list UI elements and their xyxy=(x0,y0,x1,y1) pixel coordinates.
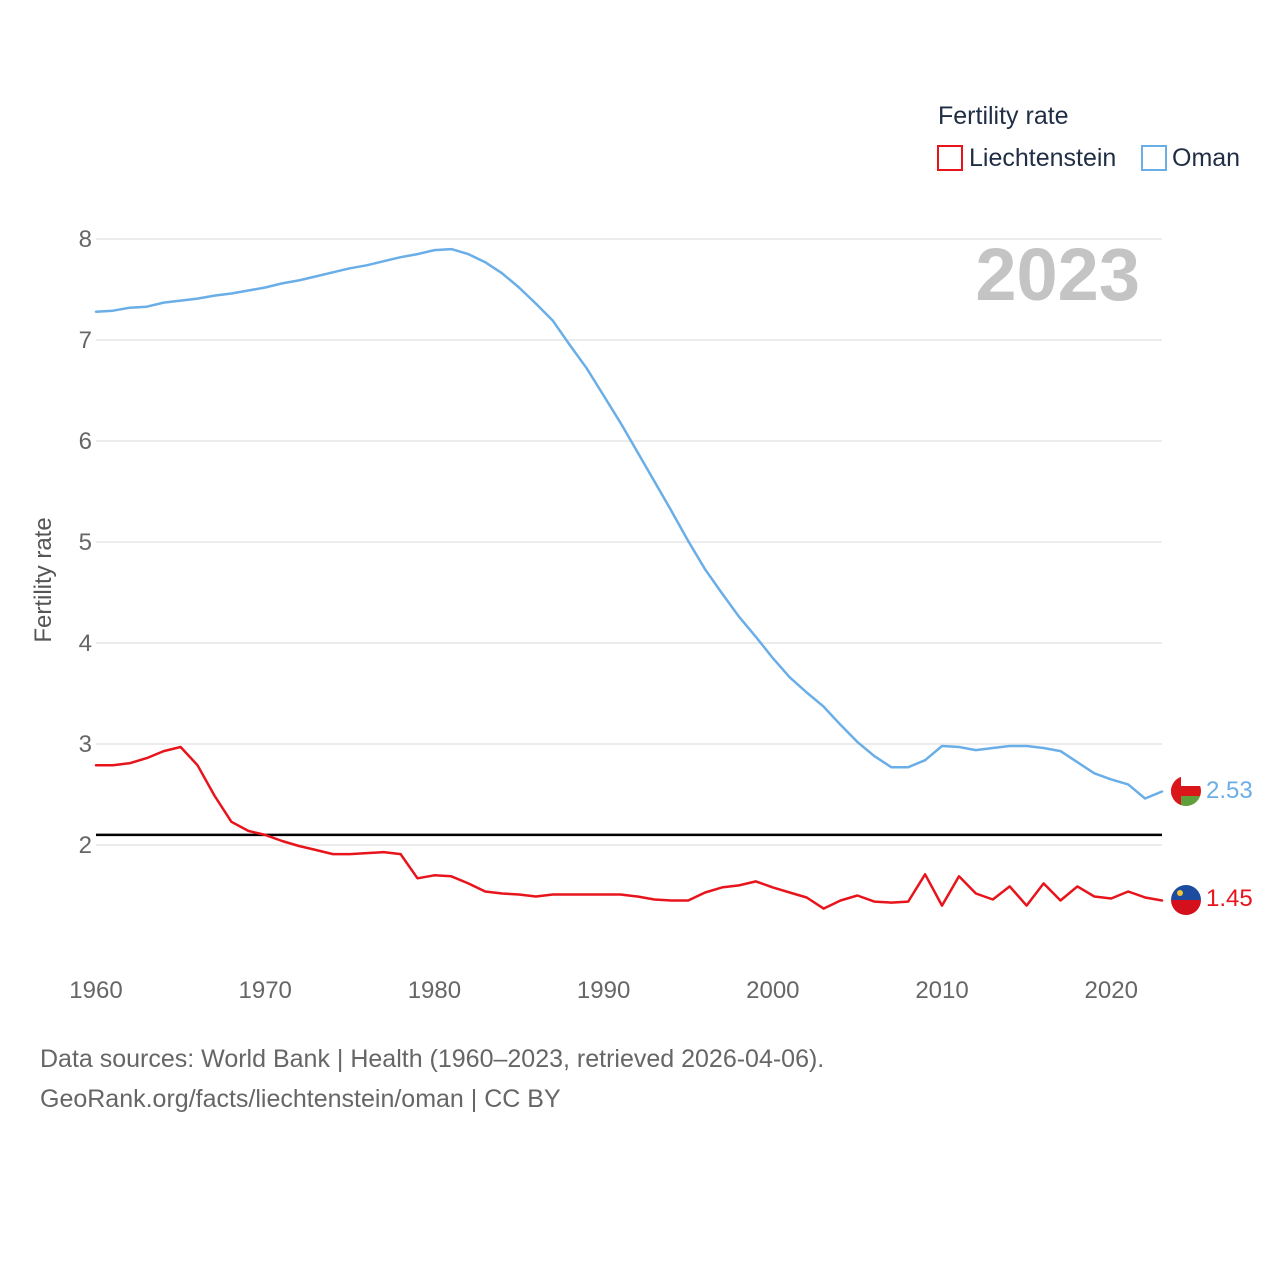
oman-flag-icon xyxy=(1171,776,1201,806)
y-axis-ticks: 2 3 4 5 6 7 8 xyxy=(79,226,92,859)
gridlines xyxy=(96,238,1162,846)
y-tick-label-2: 2 xyxy=(79,832,92,859)
series-line-liechtenstein xyxy=(94,745,1164,910)
legend-label-oman[interactable]: Oman xyxy=(1172,144,1240,172)
legend-swatch-oman[interactable] xyxy=(1141,145,1167,171)
legend: Fertility rate Liechtenstein Oman xyxy=(937,102,1240,172)
x-tick-label-2000: 2000 xyxy=(746,977,799,1004)
y-tick-label-3: 3 xyxy=(79,731,92,758)
x-axis-ticks: 1960 1970 1980 1990 2000 2010 2020 xyxy=(69,977,1138,1004)
oman-end-marker: 2.53 xyxy=(1171,776,1253,806)
source-line-1: Data sources: World Bank | Health (1960–… xyxy=(40,1045,825,1073)
series-lines xyxy=(94,247,1164,910)
legend-label-liechtenstein[interactable]: Liechtenstein xyxy=(969,144,1116,172)
x-tick-label-2020: 2020 xyxy=(1085,977,1138,1004)
y-tick-label-7: 7 xyxy=(79,327,92,354)
y-tick-label-4: 4 xyxy=(79,630,92,657)
x-tick-label-1980: 1980 xyxy=(408,977,461,1004)
y-tick-label-5: 5 xyxy=(79,529,92,556)
liechtenstein-flag-icon xyxy=(1171,885,1201,915)
x-tick-label-2010: 2010 xyxy=(915,977,968,1004)
y-tick-label-6: 6 xyxy=(79,428,92,455)
y-axis-title: Fertility rate xyxy=(30,517,57,642)
x-tick-label-1960: 1960 xyxy=(69,977,122,1004)
oman-end-value: 2.53 xyxy=(1206,777,1253,804)
liechtenstein-end-marker: 1.45 xyxy=(1171,885,1253,915)
year-display: 2023 xyxy=(975,233,1140,316)
legend-swatch-liechtenstein[interactable] xyxy=(937,145,963,171)
y-tick-label-8: 8 xyxy=(79,226,92,253)
liechtenstein-end-value: 1.45 xyxy=(1206,885,1253,912)
x-tick-label-1970: 1970 xyxy=(239,977,292,1004)
source-line-2: GeoRank.org/facts/liechtenstein/oman | C… xyxy=(40,1085,561,1113)
x-tick-label-1990: 1990 xyxy=(577,977,630,1004)
series-line-oman xyxy=(94,247,1164,800)
legend-title: Fertility rate xyxy=(938,102,1069,130)
